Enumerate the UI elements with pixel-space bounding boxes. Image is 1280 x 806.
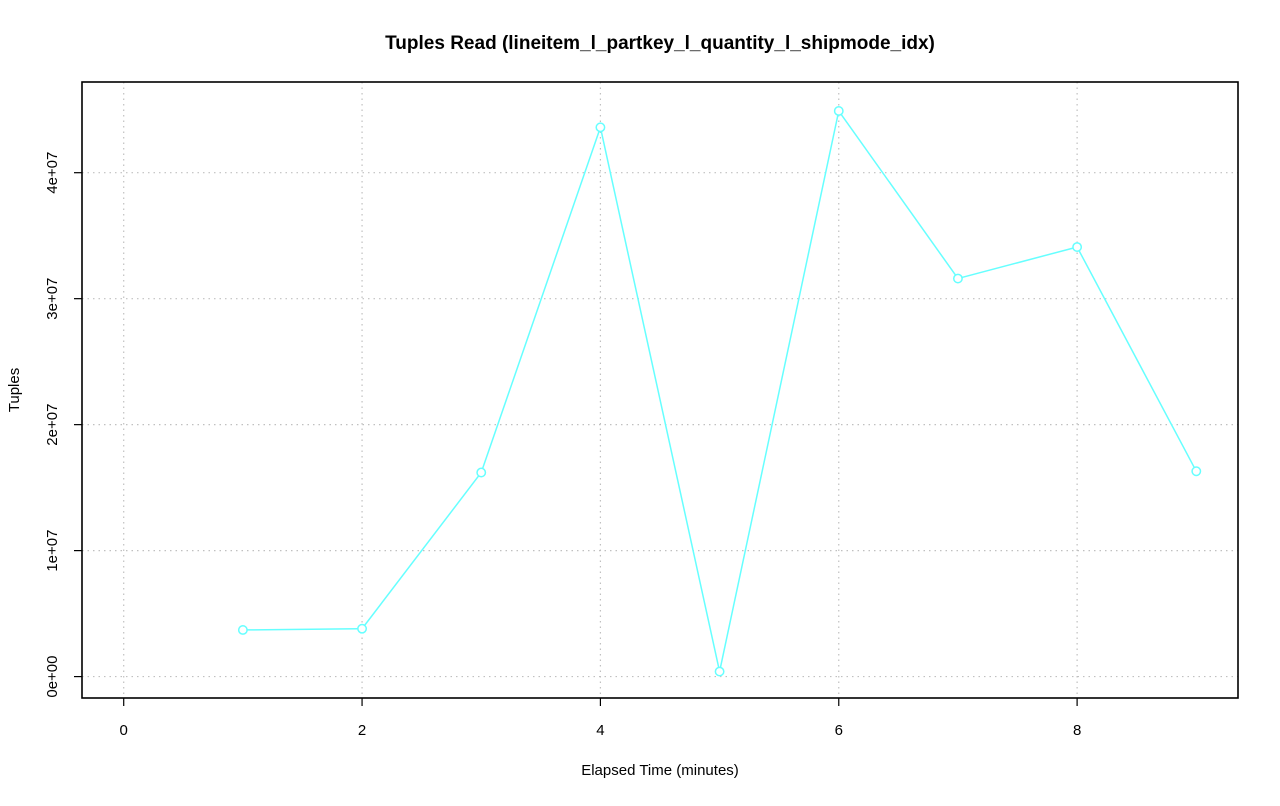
data-point: [1072, 242, 1083, 252]
series-segment: [600, 131, 720, 668]
x-tick-label: 4: [596, 722, 604, 739]
series-segment: [364, 475, 480, 626]
x-tick-label: 6: [835, 722, 843, 739]
series-segment: [840, 113, 957, 276]
y-tick-label: 1e+07: [44, 530, 61, 572]
data-point: [952, 273, 963, 284]
axis-layer: 0 2 4 6 8 0e+00 1e+07 2e+07 3e+07 4e+07: [44, 152, 1081, 739]
series-segment: [719, 114, 839, 668]
data-point: [476, 467, 487, 478]
chart-title: Tuples Read (lineitem_l_partkey_l_quanti…: [385, 33, 935, 54]
data-point: [237, 625, 248, 635]
y-axis-label: Tuples: [6, 368, 23, 412]
series-segment: [1078, 250, 1195, 468]
x-tick-label: 2: [358, 722, 366, 739]
y-tick-label: 3e+07: [44, 278, 61, 320]
data-point: [595, 122, 606, 133]
data-point: [357, 623, 368, 634]
data-point: [1191, 466, 1202, 477]
grid-layer: [82, 82, 1238, 698]
y-tick-label: 2e+07: [44, 404, 61, 446]
plot-frame: [81, 81, 1239, 699]
series-segment: [961, 247, 1074, 279]
y-tick-label: 0e+00: [44, 656, 61, 698]
series-layer: [237, 106, 1202, 677]
series-segment: [481, 131, 600, 469]
x-axis-label: Elapsed Time (minutes): [581, 762, 739, 779]
y-tick-label: 4e+07: [44, 152, 61, 194]
data-point: [833, 106, 844, 116]
x-tick-label: 8: [1073, 722, 1081, 739]
data-point: [714, 666, 725, 677]
series-segment: [247, 628, 358, 631]
x-tick-label: 0: [120, 722, 128, 739]
